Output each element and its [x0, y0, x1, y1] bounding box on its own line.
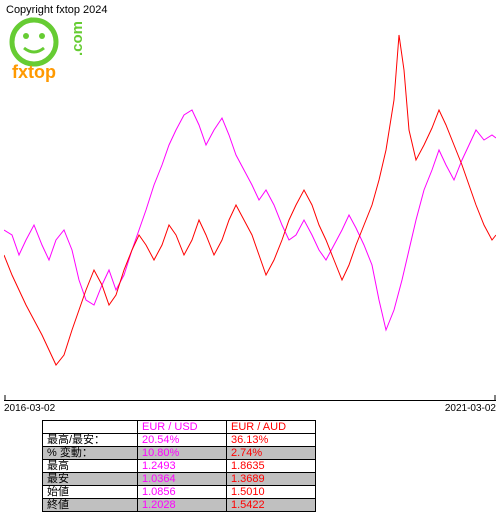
x-start-label: 2016-03-02: [4, 403, 55, 414]
row-label: 最安: [43, 473, 138, 486]
header-series1: EUR / USD: [138, 421, 227, 434]
cell-series2: 1.5010: [227, 486, 316, 499]
line-chart: [4, 10, 496, 401]
series-line: [4, 110, 496, 330]
table-row: 終値1.20281.5422: [43, 499, 316, 512]
cell-series2: 1.8635: [227, 460, 316, 473]
table-row: 最高/最安：20.54%36.13%: [43, 434, 316, 447]
row-label: 最高: [43, 460, 138, 473]
series-line: [4, 35, 496, 365]
cell-series2: 1.3689: [227, 473, 316, 486]
table-row: 最安1.03641.3689: [43, 473, 316, 486]
header-series2: EUR / AUD: [227, 421, 316, 434]
cell-series1: 1.0364: [138, 473, 227, 486]
table-row: 最高1.24931.8635: [43, 460, 316, 473]
stats-table: EUR / USDEUR / AUD最高/最安：20.54%36.13%% 変動…: [42, 420, 316, 512]
table-row: 始値1.08561.5010: [43, 486, 316, 499]
header-blank: [43, 421, 138, 434]
cell-series1: 10.80%: [138, 447, 227, 460]
cell-series2: 1.5422: [227, 499, 316, 512]
cell-series1: 1.0856: [138, 486, 227, 499]
x-end-label: 2021-03-02: [445, 403, 496, 414]
row-label: 終値: [43, 499, 138, 512]
table-row: % 変動：10.80%2.74%: [43, 447, 316, 460]
row-label: 始値: [43, 486, 138, 499]
cell-series1: 1.2028: [138, 499, 227, 512]
cell-series1: 1.2493: [138, 460, 227, 473]
cell-series2: 2.74%: [227, 447, 316, 460]
row-label: % 変動：: [43, 447, 138, 460]
row-label: 最高/最安：: [43, 434, 138, 447]
cell-series1: 20.54%: [138, 434, 227, 447]
cell-series2: 36.13%: [227, 434, 316, 447]
